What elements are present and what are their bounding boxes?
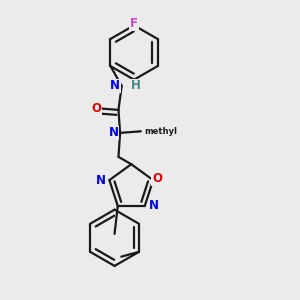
Text: F: F	[130, 17, 138, 30]
Text: O: O	[91, 102, 101, 115]
Text: N: N	[95, 174, 106, 187]
Text: O: O	[152, 172, 162, 185]
Text: methyl: methyl	[144, 127, 177, 136]
Text: H: H	[130, 80, 140, 92]
Text: N: N	[109, 126, 118, 140]
Text: N: N	[110, 80, 120, 92]
Text: N: N	[148, 199, 159, 212]
